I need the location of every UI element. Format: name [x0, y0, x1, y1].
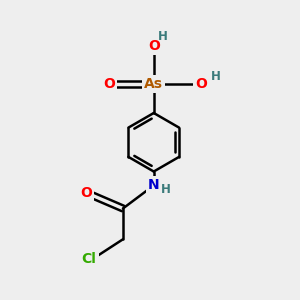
Text: O: O [80, 186, 92, 200]
Text: O: O [195, 77, 207, 91]
Text: O: O [148, 39, 160, 53]
Text: H: H [158, 29, 168, 43]
Text: N: N [148, 178, 160, 192]
Text: H: H [161, 183, 171, 196]
Text: As: As [144, 77, 163, 91]
Text: O: O [103, 77, 115, 91]
Text: Cl: Cl [82, 252, 97, 266]
Text: H: H [210, 70, 220, 83]
